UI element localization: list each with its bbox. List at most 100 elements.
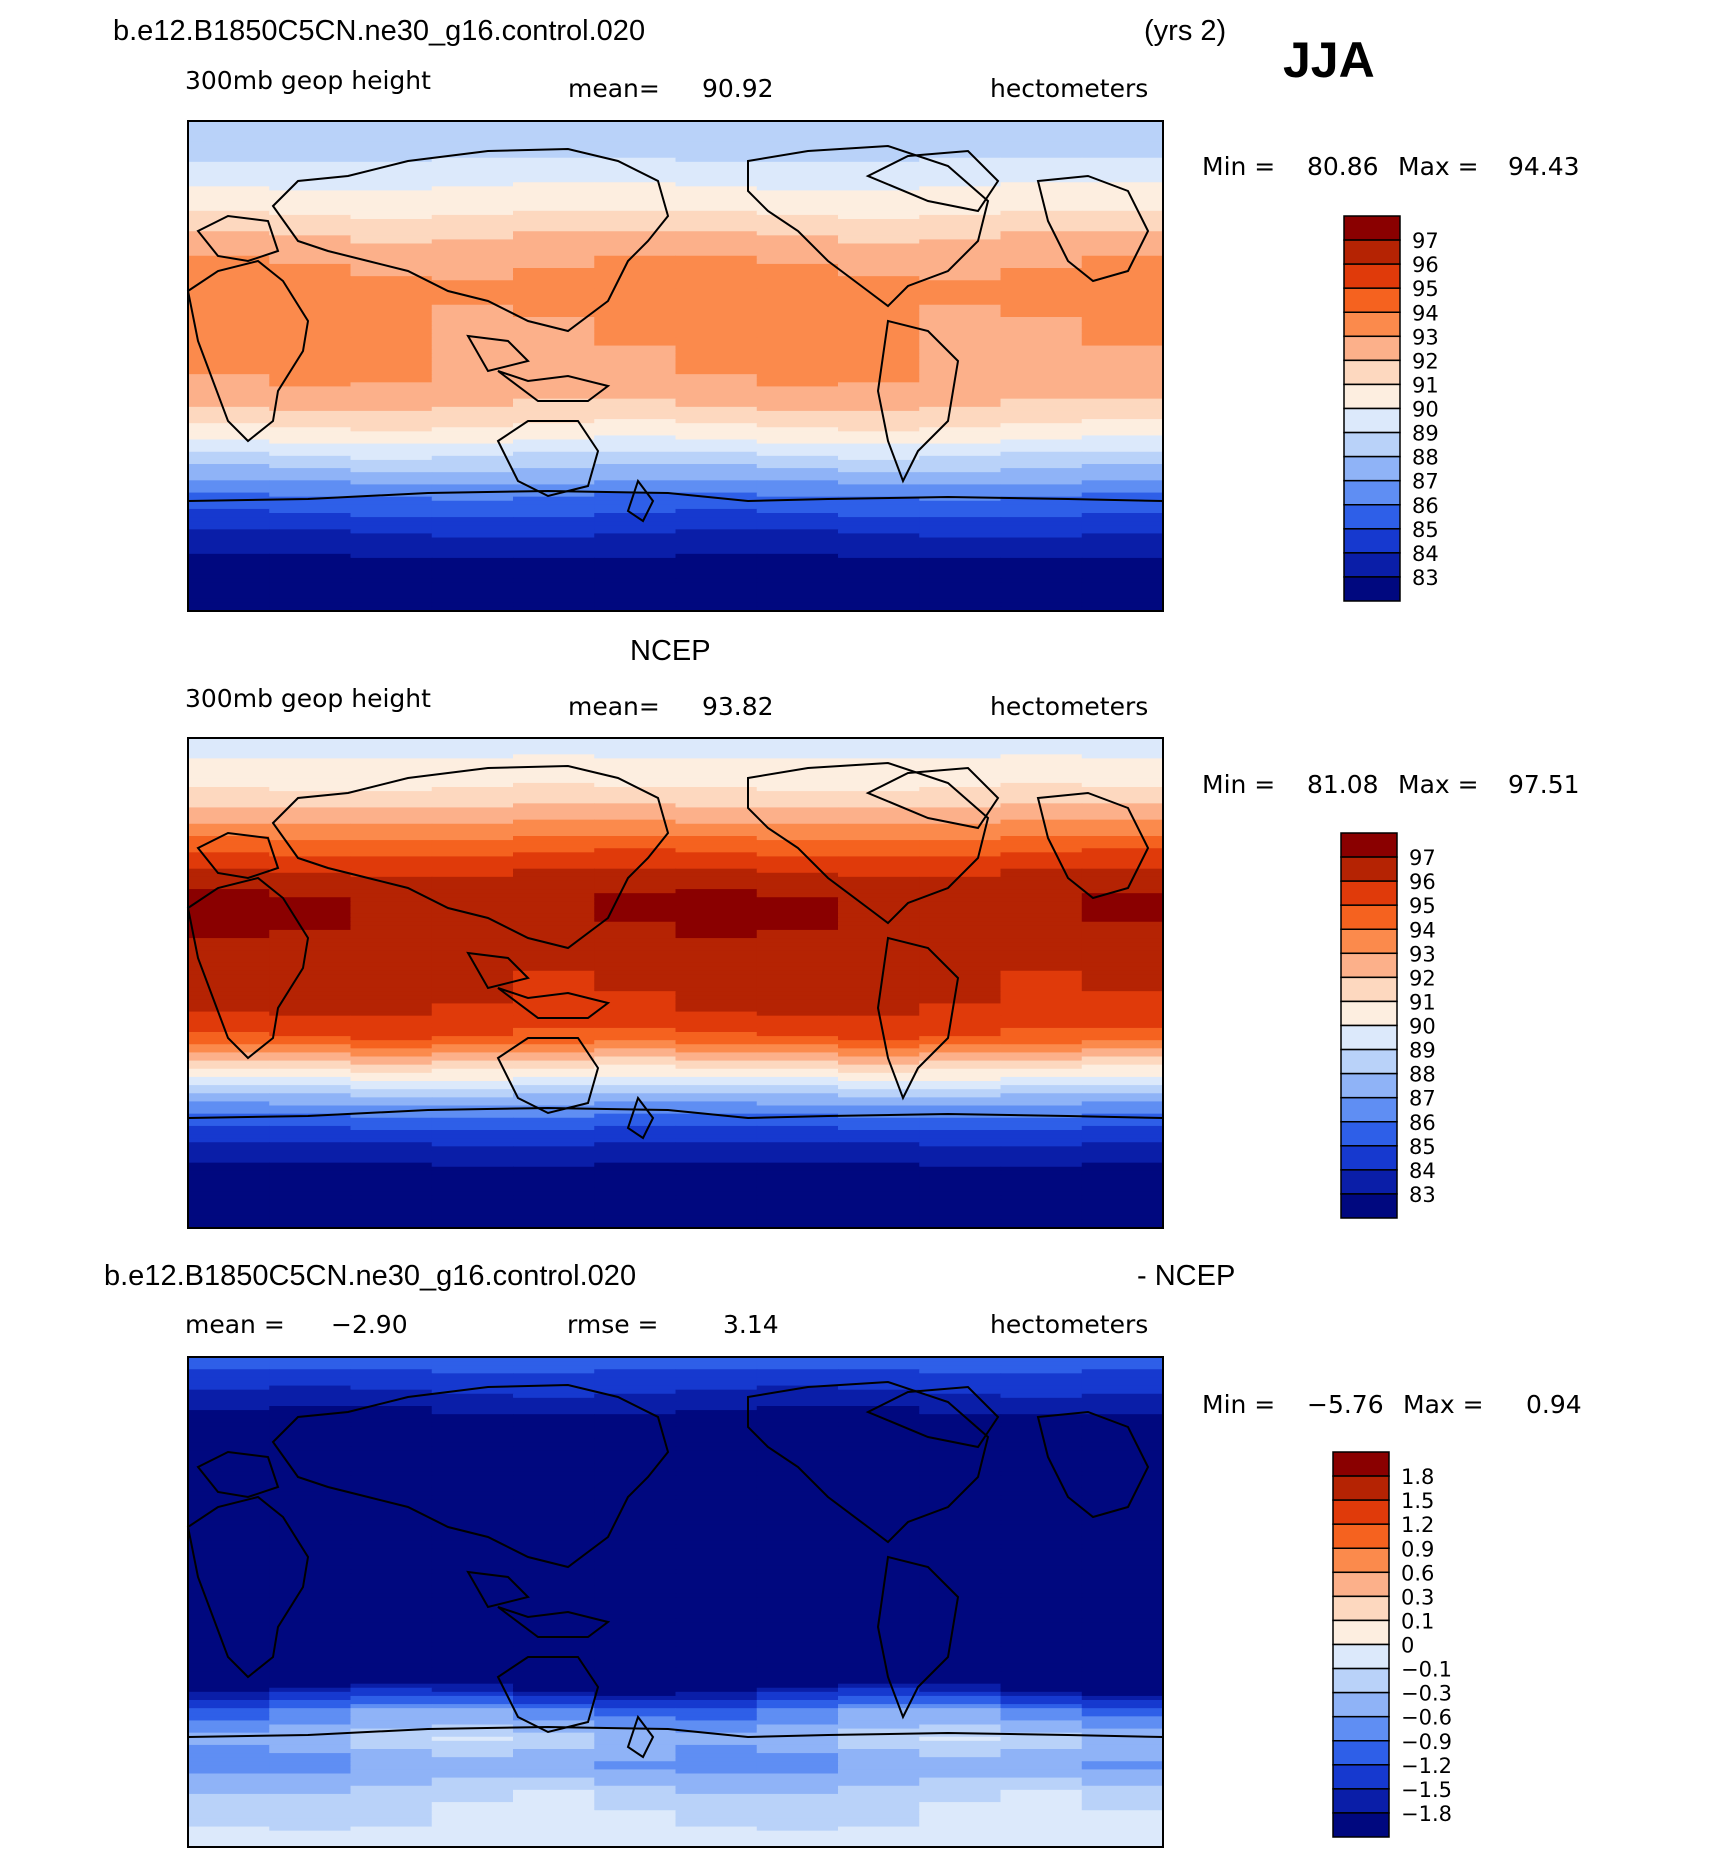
contour-cell	[269, 823, 352, 829]
contour-cell	[350, 836, 433, 841]
contour-cell	[756, 1101, 839, 1107]
contour-cell	[269, 288, 352, 294]
contour-cell	[594, 1683, 677, 1689]
contour-cell	[594, 1121, 677, 1127]
contour-cell	[269, 292, 352, 298]
colorbar-swatch	[1332, 1764, 1390, 1790]
contour-cell	[188, 227, 270, 232]
contour-cell	[188, 508, 270, 514]
contour-cell	[838, 1700, 920, 1705]
contour-cell	[431, 480, 514, 486]
contour-cell	[269, 950, 352, 956]
contour-cell	[1081, 390, 1164, 396]
contour-cell	[269, 210, 352, 216]
contour-cell	[188, 1646, 270, 1652]
contour-cell	[188, 341, 270, 347]
contour-cell	[1000, 300, 1083, 306]
contour-cell	[188, 1203, 270, 1209]
contour-cell	[838, 439, 920, 445]
contour-cell	[919, 1761, 1002, 1766]
contour-cell	[919, 308, 1002, 314]
contour-cell	[431, 227, 514, 232]
contour-cell	[919, 1146, 1002, 1152]
contour-cell	[350, 1798, 433, 1803]
contour-cell	[513, 288, 595, 294]
contour-cell	[431, 1675, 514, 1681]
contour-cell	[269, 1834, 352, 1840]
contour-cell	[594, 1199, 677, 1205]
contour-cell	[919, 1179, 1002, 1184]
contour-cell	[269, 909, 352, 915]
contour-cell	[350, 455, 433, 461]
contour-cell	[1000, 791, 1083, 796]
contour-cell	[594, 1589, 677, 1595]
contour-cell	[1000, 1076, 1083, 1082]
contour-cell	[1000, 1093, 1083, 1098]
contour-cell	[513, 1708, 595, 1713]
contour-cell	[594, 566, 677, 571]
contour-cell	[350, 141, 433, 147]
contour-cell	[919, 366, 1002, 371]
contour-cell	[594, 219, 677, 224]
contour-cell	[1081, 1207, 1164, 1213]
contour-cell	[431, 251, 514, 257]
contour-cell	[188, 300, 270, 306]
contour-cell	[594, 742, 677, 747]
contour-cell	[188, 938, 270, 943]
min-value: 80.86	[1307, 152, 1379, 181]
contour-cell	[838, 1491, 920, 1497]
contour-cell	[350, 746, 433, 751]
contour-cell	[594, 1203, 677, 1209]
contour-cell	[919, 1655, 1002, 1660]
contour-cell	[350, 1757, 433, 1762]
contour-cell	[1081, 562, 1164, 567]
contour-cell	[269, 1520, 352, 1526]
contour-cell	[1081, 1146, 1164, 1152]
contour-cell	[675, 586, 758, 592]
contour-cell	[431, 525, 514, 530]
contour-cell	[431, 1491, 514, 1497]
contour-cell	[513, 321, 595, 326]
contour-cell	[431, 746, 514, 751]
contour-cell	[513, 268, 595, 273]
contour-cell	[1000, 966, 1083, 972]
contour-cell	[675, 995, 758, 1000]
contour-cell	[594, 1418, 677, 1423]
contour-cell	[350, 329, 433, 334]
contour-cell	[513, 1675, 595, 1681]
contour-cell	[919, 836, 1002, 841]
colorbar-swatch	[1343, 287, 1401, 313]
contour-cell	[675, 1573, 758, 1579]
contour-cell	[594, 1357, 677, 1362]
contour-cell	[756, 468, 839, 473]
contour-cell	[838, 345, 920, 351]
contour-cell	[1081, 182, 1164, 187]
contour-cell	[756, 787, 839, 792]
contour-cell	[350, 1418, 433, 1423]
contour-cell	[513, 500, 595, 506]
contour-cell	[350, 541, 433, 547]
contour-cell	[350, 885, 433, 890]
contour-cell	[431, 758, 514, 764]
contour-cell	[188, 149, 270, 155]
contour-cell	[269, 852, 352, 858]
contour-cell	[350, 803, 433, 809]
contour-cell	[1081, 880, 1164, 886]
contour-cell	[513, 349, 595, 355]
contour-cell	[919, 1036, 1002, 1041]
contour-cell	[756, 1219, 839, 1225]
contour-cell	[350, 1174, 433, 1180]
contour-cell	[1081, 1818, 1164, 1824]
contour-cell	[513, 292, 595, 298]
max-label: Max =	[1398, 152, 1479, 181]
contour-cell	[513, 815, 595, 821]
contour-cell	[675, 1397, 758, 1403]
contour-cell	[269, 1463, 352, 1468]
contour-cell	[1081, 423, 1164, 428]
contour-cell	[1000, 1806, 1083, 1811]
contour-cell	[1081, 125, 1164, 130]
contour-cell	[756, 1142, 839, 1147]
contour-cell	[756, 1450, 839, 1456]
contour-cell	[675, 1691, 758, 1697]
